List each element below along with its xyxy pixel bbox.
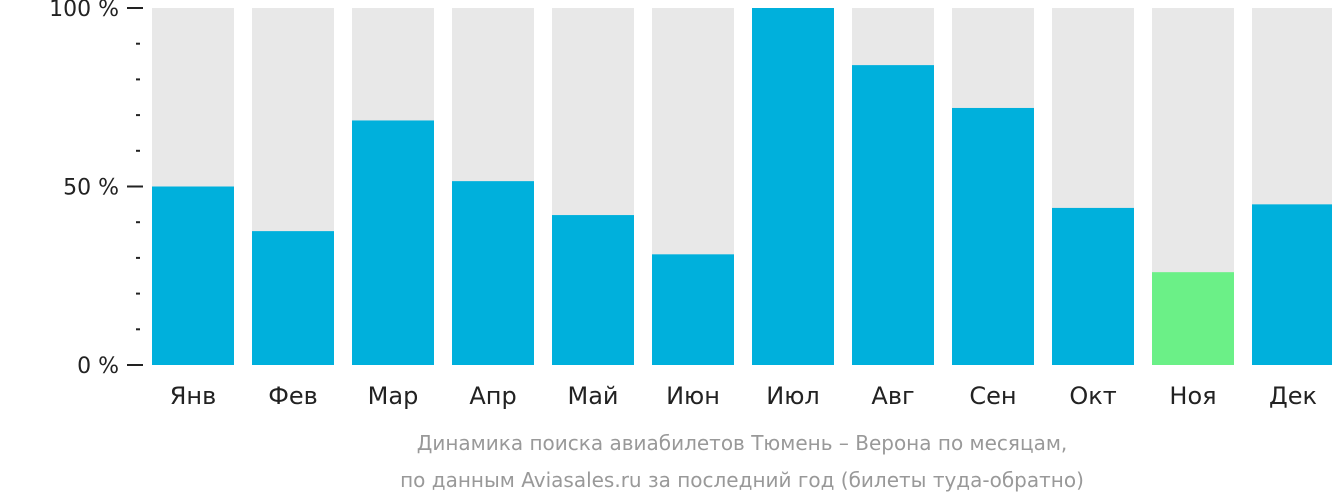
x-axis-label: Мар bbox=[368, 382, 419, 410]
y-axis-tick-label: 50 % bbox=[63, 176, 119, 201]
bars bbox=[152, 8, 1332, 366]
x-axis-label: Фев bbox=[268, 382, 318, 410]
bar bbox=[252, 231, 334, 365]
x-axis-label: Май bbox=[567, 382, 618, 410]
bar bbox=[452, 181, 534, 365]
bar bbox=[852, 65, 934, 366]
y-axis: 100 % 50 % 0 % bbox=[49, 0, 143, 379]
x-axis-label: Сен bbox=[969, 382, 1016, 410]
bar bbox=[952, 107, 1034, 366]
x-axis-labels: Янв Фев Мар Апр Май Июн Июл Авг Сен Окт Ноя Дек bbox=[170, 382, 1317, 410]
x-axis-label: Ноя bbox=[1169, 382, 1216, 410]
x-axis-label: Дек bbox=[1269, 382, 1317, 410]
y-axis-tick-label: 100 % bbox=[49, 0, 119, 22]
bar bbox=[552, 215, 634, 365]
bar bbox=[752, 8, 834, 365]
x-axis-label: Окт bbox=[1069, 382, 1116, 410]
chart-caption-line-1: Динамика поиска авиабилетов Тюмень – Вер… bbox=[417, 431, 1068, 455]
bar bbox=[1252, 204, 1332, 365]
bar bbox=[1152, 272, 1234, 365]
x-axis-label: Авг bbox=[871, 382, 914, 410]
bar bbox=[652, 254, 734, 365]
chart-caption-line-2: по данным Aviasales.ru за последний год … bbox=[400, 468, 1084, 492]
x-axis-label: Июл bbox=[766, 382, 820, 410]
bar bbox=[152, 186, 234, 365]
x-axis-label: Июн bbox=[666, 382, 720, 410]
bar bbox=[1052, 207, 1134, 365]
bar bbox=[352, 120, 434, 365]
x-axis-label: Янв bbox=[170, 382, 217, 410]
y-axis-tick-label: 0 % bbox=[77, 354, 119, 379]
x-axis-label: Апр bbox=[469, 382, 516, 410]
